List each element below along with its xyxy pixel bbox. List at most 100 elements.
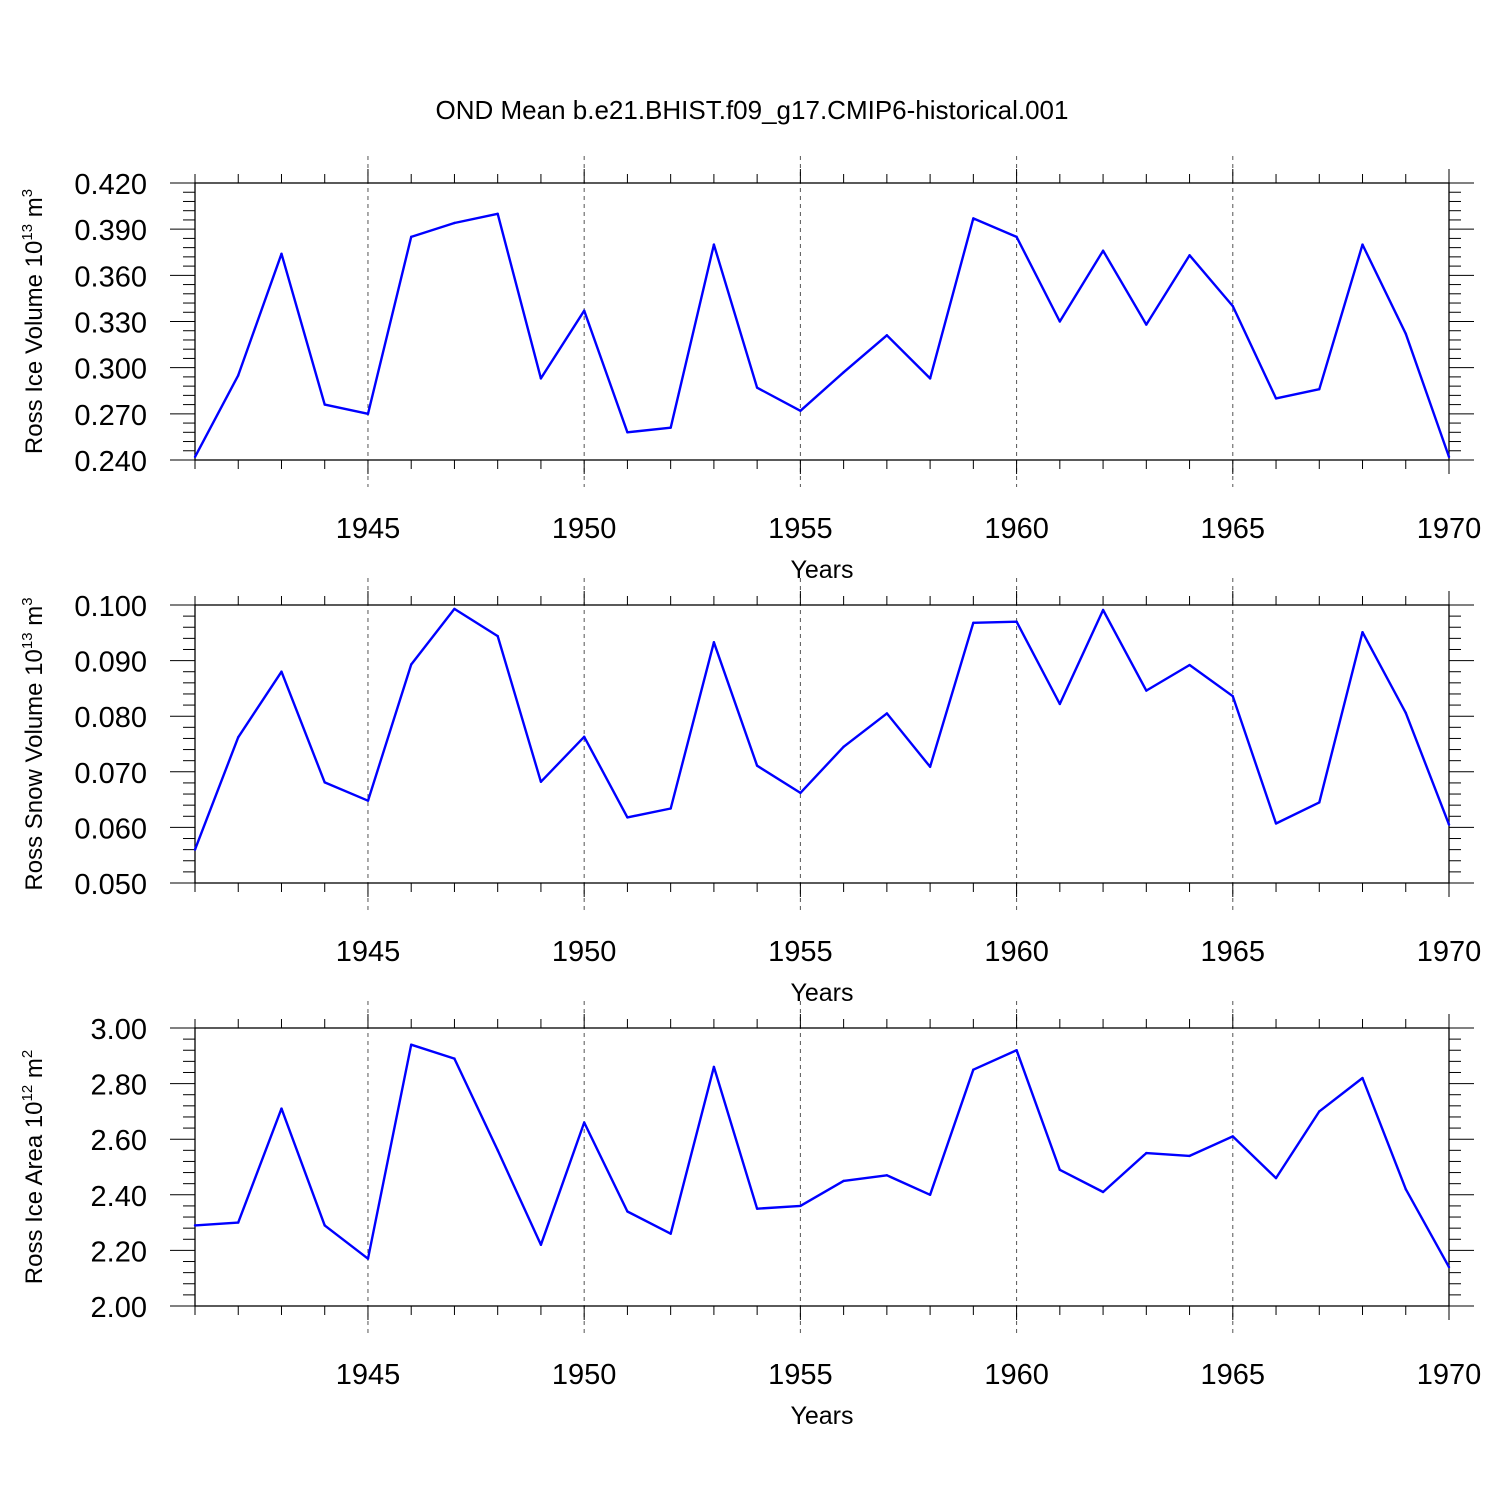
data-point xyxy=(842,1179,845,1183)
x-tick-label: 1960 xyxy=(984,1359,1049,1391)
data-point xyxy=(669,426,672,429)
y-tick-label: 2.80 xyxy=(91,1070,147,1102)
y-tick-label: 0.050 xyxy=(74,869,147,901)
y-tick-label: 0.330 xyxy=(74,308,147,340)
data-point xyxy=(799,1204,802,1208)
y-tick-label: 0.360 xyxy=(74,261,147,293)
data-point xyxy=(712,641,716,644)
x-tick-label: 1955 xyxy=(768,1359,833,1391)
y-tick-label: 0.080 xyxy=(74,702,147,734)
data-point xyxy=(1145,1151,1148,1155)
data-point xyxy=(626,431,629,434)
data-point xyxy=(193,1224,197,1227)
data-point xyxy=(1145,323,1148,326)
data-point xyxy=(323,1224,326,1227)
x-tick-label: 1960 xyxy=(984,513,1049,545)
data-point xyxy=(323,781,326,784)
data-point xyxy=(755,1207,759,1210)
data-point xyxy=(410,663,413,666)
data-point xyxy=(1145,689,1148,692)
chart-ice-volume: 0.240 0.270 0.300 0.330 0.360 0.390 0.420 1945 1… xyxy=(19,156,1481,584)
data-point xyxy=(323,403,326,406)
data-point xyxy=(669,807,672,810)
data-point xyxy=(1361,1076,1364,1080)
data-point xyxy=(1015,620,1018,623)
data-point xyxy=(496,212,499,215)
y-tick-label: 2.00 xyxy=(91,1292,147,1324)
data-point xyxy=(1058,702,1062,706)
y-tick-label: 0.420 xyxy=(74,169,147,201)
x-tick-label: 1960 xyxy=(984,936,1049,968)
data-point xyxy=(237,374,240,377)
data-point xyxy=(755,764,759,767)
data-point xyxy=(1058,1168,1062,1171)
data-point xyxy=(366,799,370,802)
data-point xyxy=(280,252,283,255)
data-point xyxy=(1231,1135,1234,1138)
y-tick-label: 0.240 xyxy=(74,446,147,478)
data-point xyxy=(366,1257,370,1260)
data-point xyxy=(712,243,716,246)
data-point xyxy=(842,371,845,374)
data-point xyxy=(799,409,802,412)
data-point xyxy=(1361,243,1364,246)
y-tick-label: 0.390 xyxy=(74,215,147,247)
data-point xyxy=(1274,397,1278,400)
data-point xyxy=(928,377,932,380)
y-axis-label: Ross Ice Area 1012 m2 xyxy=(19,1050,48,1284)
plot-frame xyxy=(194,182,1450,461)
data-point xyxy=(1101,249,1105,252)
data-point xyxy=(928,765,932,768)
data-point xyxy=(1101,1190,1105,1194)
chart-ice-area: 2.00 2.20 2.40 2.60 2.80 3.00 1945 1950 1955 1960… xyxy=(19,1001,1481,1430)
x-tick-label: 1950 xyxy=(552,513,617,545)
data-point xyxy=(410,235,413,239)
data-point xyxy=(669,1232,672,1235)
x-tick-label: 1945 xyxy=(336,936,401,968)
series-line xyxy=(193,607,1451,851)
data-point xyxy=(1015,1049,1018,1052)
series-line xyxy=(194,1043,1451,1268)
data-point xyxy=(237,1221,240,1224)
x-axis-label: Years xyxy=(790,556,853,584)
data-point xyxy=(1447,455,1451,459)
data-point xyxy=(1015,235,1018,239)
data-point xyxy=(972,217,975,220)
data-point xyxy=(712,1065,716,1069)
data-point xyxy=(1231,304,1234,308)
data-point xyxy=(885,712,889,715)
data-point xyxy=(1274,822,1278,825)
data-point xyxy=(193,455,197,459)
data-point xyxy=(539,1243,543,1247)
x-tick-label: 1945 xyxy=(336,1359,401,1391)
data-point xyxy=(453,1057,456,1060)
data-point xyxy=(582,735,586,738)
x-tick-label: 1955 xyxy=(768,936,833,968)
plot-frame xyxy=(194,604,1450,884)
data-point xyxy=(193,848,197,851)
data-point xyxy=(453,607,456,611)
data-point xyxy=(280,670,283,673)
chart-snow-volume: 0.050 0.060 0.070 0.080 0.090 0.100 1945 1950 19… xyxy=(19,578,1481,1007)
data-point xyxy=(1318,388,1321,391)
data-point xyxy=(237,736,240,739)
y-tick-label: 2.40 xyxy=(91,1181,147,1213)
data-point xyxy=(1188,663,1191,667)
plot-frame xyxy=(194,1027,1450,1307)
figure-title: OND Mean b.e21.BHIST.f09_g17.CMIP6-histo… xyxy=(436,95,1069,125)
data-point xyxy=(539,780,543,784)
x-tick-label: 1950 xyxy=(552,1359,617,1391)
data-point xyxy=(928,1193,932,1197)
x-axis-label: Years xyxy=(790,979,853,1007)
data-point xyxy=(1404,711,1407,715)
data-point xyxy=(1447,1265,1451,1269)
y-tick-label: 2.20 xyxy=(91,1236,147,1268)
y-axis-label: Ross Ice Volume 1013 m3 xyxy=(19,189,48,454)
x-tick-label: 1945 xyxy=(336,513,401,545)
data-point xyxy=(1361,631,1364,634)
data-point xyxy=(496,634,499,638)
data-point xyxy=(972,1068,975,1071)
data-point xyxy=(582,1121,586,1124)
x-tick-label: 1965 xyxy=(1201,1359,1266,1391)
